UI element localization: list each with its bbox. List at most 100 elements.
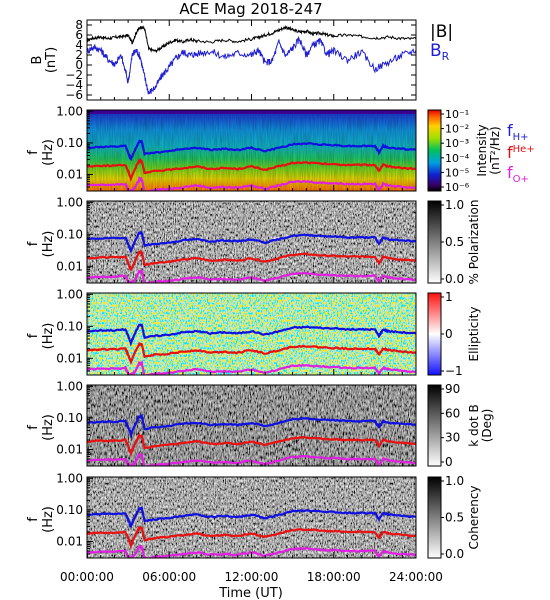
colorbar-tick-label: 0.5	[445, 511, 464, 525]
legend-f-o: fO+	[507, 163, 529, 185]
colorbar-tick-label: 0	[445, 327, 453, 341]
coherency-ylabel-unit: (Hz)	[41, 506, 56, 533]
panel-polarization: 1.000.100.01f(Hz)1.00.50.0% Polarization	[26, 195, 481, 286]
colorbar-tick-label: 10⁻³	[445, 137, 469, 150]
series-line-b-r	[86, 35, 417, 95]
field-plot-area	[87, 20, 416, 100]
series-line-b-total	[86, 24, 417, 54]
field-ylabel: B(nT)	[30, 47, 59, 73]
coherency-line-f-h	[87, 505, 416, 530]
ellipticity-colorbar-title-name: Ellipticity	[467, 307, 481, 362]
freq-tick-label: 0.10	[56, 227, 83, 241]
ellipticity-colorbar-title: Ellipticity	[467, 307, 481, 362]
intensity-ylabel-name: f	[26, 150, 41, 155]
intensity-line-f-he	[87, 157, 416, 183]
coherency-ylabel-name: f	[26, 517, 41, 522]
ellipticity-spectrogram	[87, 293, 416, 375]
intensity-colorbar-title-unit: (nT²/Hz)	[488, 126, 502, 174]
field-ylabel-unit: (nT)	[44, 47, 59, 73]
x-tick-label: 12:00:00	[225, 570, 279, 584]
ellipticity-ylabel-name: f	[26, 333, 41, 338]
legend-f-h-sub: H+	[513, 132, 529, 143]
b-ytick-label: 2	[75, 48, 83, 62]
kdotb-colorbar: 90 60 30 0 k dot B(Deg)	[427, 382, 494, 469]
polarization-line-f-h	[87, 230, 416, 254]
b-ytick-label: 0	[75, 58, 83, 72]
freq-tick-label: 1.00	[56, 104, 83, 118]
freq-tick-label: 0.01	[56, 351, 83, 365]
x-tick-label: 18:00:00	[307, 570, 361, 584]
freq-tick-label: 1.00	[56, 195, 83, 209]
polarization-ylabel-unit: (Hz)	[41, 231, 56, 258]
x-tick-label: 06:00:00	[142, 570, 196, 584]
intensity-colorbar-scale	[427, 109, 442, 192]
colorbar-tick-label: 60	[445, 406, 460, 420]
panel-intensity: 1.000.100.01f(Hz)10⁻¹10⁻²10⁻³10⁻⁴10⁻⁵10⁻…	[26, 104, 502, 194]
polarization-ylabel-name: f	[26, 241, 41, 246]
freq-tick-label: 0.01	[56, 167, 83, 181]
b-ytick-label: −6	[65, 88, 83, 102]
legend-f-o-sub: O+	[513, 174, 529, 185]
b-ytick-label: 8	[75, 18, 83, 32]
polarization-colorbar: 1.0 0.5 0.0% Polarization	[427, 198, 481, 286]
freq-tick-label: 1.00	[56, 471, 83, 485]
kdotb-colorbar-scale	[427, 384, 442, 467]
freq-tick-label: 0.10	[56, 411, 83, 425]
x-tick-label: 24:00:00	[389, 570, 443, 584]
colorbar-tick-label: 10⁻⁵	[445, 166, 469, 179]
gyro-legend: fH+ fHe+ fO+	[507, 121, 535, 185]
coherency-colorbar-scale	[427, 476, 442, 559]
polarization-colorbar-title: % Polarization	[467, 200, 481, 285]
kdotb-ylabel: f(Hz)	[26, 414, 56, 441]
freq-tick-label: 1.00	[56, 287, 83, 301]
b-ytick-label: 4	[75, 38, 83, 52]
colorbar-tick-label: 90	[445, 382, 460, 396]
figure-title: ACE Mag 2018-247	[179, 0, 322, 18]
panel-stack: −6−4−202468B(nT)1.000.100.01f(Hz)10⁻¹10⁻…	[26, 18, 502, 561]
freq-tick-label: 0.01	[56, 259, 83, 273]
kdotb-line-f-he	[87, 432, 416, 458]
legend-f-he-main: f	[507, 143, 513, 162]
intensity-ylabel: f(Hz)	[26, 139, 56, 166]
legend-f-he: fHe+	[507, 143, 535, 162]
colorbar-tick-label: 10⁻²	[445, 123, 469, 136]
intensity-colorbar-title: Intensity(nT²/Hz)	[475, 124, 502, 176]
polarization-colorbar-title-name: % Polarization	[467, 200, 481, 285]
legend-f-h-main: f	[507, 121, 513, 140]
intensity-top-band	[87, 110, 416, 114]
coherency-colorbar-title-name: Coherency	[467, 485, 481, 549]
ellipticity-line-f-h	[87, 323, 416, 347]
x-axis-label: Time (UT)	[218, 586, 283, 600]
colorbar-tick-label: 10⁻⁶	[445, 181, 470, 194]
legend-b-r-sub: R	[442, 50, 450, 63]
b-ytick-label: 6	[75, 28, 83, 42]
legend-b-total: |B|	[430, 22, 453, 42]
freq-tick-label: 0.10	[56, 503, 83, 517]
intensity-spectrogram	[87, 110, 416, 191]
ellipticity-ylabel-unit: (Hz)	[41, 323, 56, 350]
kdotb-colorbar-title-name: k dot B	[467, 404, 481, 446]
freq-tick-label: 0.10	[56, 136, 83, 150]
intensity-texture	[87, 110, 416, 191]
kdotb-ylabel-unit: (Hz)	[41, 414, 56, 441]
legend-f-h: fH+	[507, 121, 529, 143]
legend-f-o-main: f	[507, 163, 513, 182]
colorbar-tick-label: 0.0	[445, 272, 464, 286]
field-ylabel-name: B	[30, 56, 45, 65]
kdotb-colorbar-title: k dot B(Deg)	[467, 404, 494, 446]
polarization-ylabel: f(Hz)	[26, 231, 56, 258]
field-legend: |B| BR	[430, 22, 453, 63]
colorbar-tick-label: 1.0	[445, 474, 464, 488]
polarization-texture	[87, 201, 416, 283]
colorbar-tick-label: 30	[445, 431, 460, 445]
coherency-ylabel: f(Hz)	[26, 506, 56, 533]
colorbar-tick-label: 0.0	[445, 547, 464, 561]
b-ytick-label: −2	[65, 68, 83, 82]
colorbar-tick-label: 10⁻⁴	[445, 152, 470, 165]
legend-b-r-main: B	[430, 41, 442, 61]
